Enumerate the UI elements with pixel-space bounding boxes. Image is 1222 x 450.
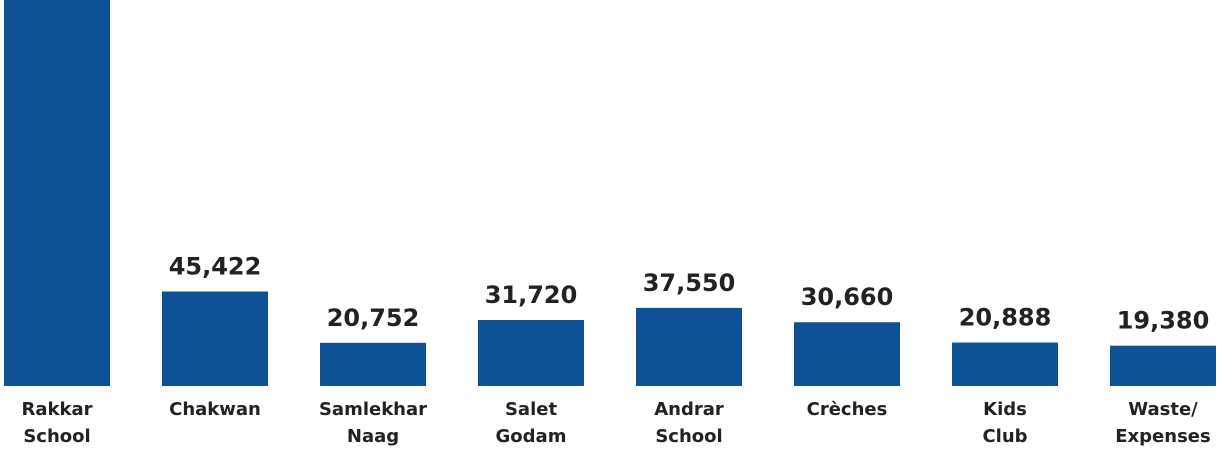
category-label: Crèches bbox=[807, 399, 888, 420]
category-label: Rakkar bbox=[22, 399, 93, 420]
category-label: Godam bbox=[496, 426, 567, 447]
bar bbox=[1110, 345, 1216, 386]
category-label: Kids bbox=[983, 399, 1027, 420]
bar bbox=[4, 0, 110, 387]
category-label: Salet bbox=[505, 399, 557, 420]
category-label: Naag bbox=[347, 426, 399, 447]
category-label: School bbox=[23, 426, 90, 447]
bar bbox=[636, 307, 742, 386]
category-label: Waste/ bbox=[1128, 399, 1198, 420]
category-label: Samlekhar bbox=[319, 399, 427, 420]
bar bbox=[478, 320, 584, 386]
bar bbox=[952, 342, 1058, 386]
bar bbox=[162, 291, 268, 386]
bar bbox=[320, 342, 426, 386]
category-label: Chakwan bbox=[169, 399, 261, 420]
category-label: Expenses bbox=[1115, 426, 1210, 447]
value-label: 31,720 bbox=[485, 281, 578, 309]
value-label: 20,752 bbox=[327, 304, 420, 332]
category-label: School bbox=[655, 426, 722, 447]
category-label: Club bbox=[982, 426, 1027, 447]
value-label: 45,422 bbox=[169, 253, 262, 281]
value-label: 19,380 bbox=[1117, 307, 1210, 335]
category-label: Andrar bbox=[654, 399, 724, 420]
value-label: 37,550 bbox=[643, 269, 736, 297]
value-label: 20,888 bbox=[959, 304, 1052, 332]
value-label: 30,660 bbox=[801, 283, 894, 311]
bar bbox=[794, 322, 900, 386]
